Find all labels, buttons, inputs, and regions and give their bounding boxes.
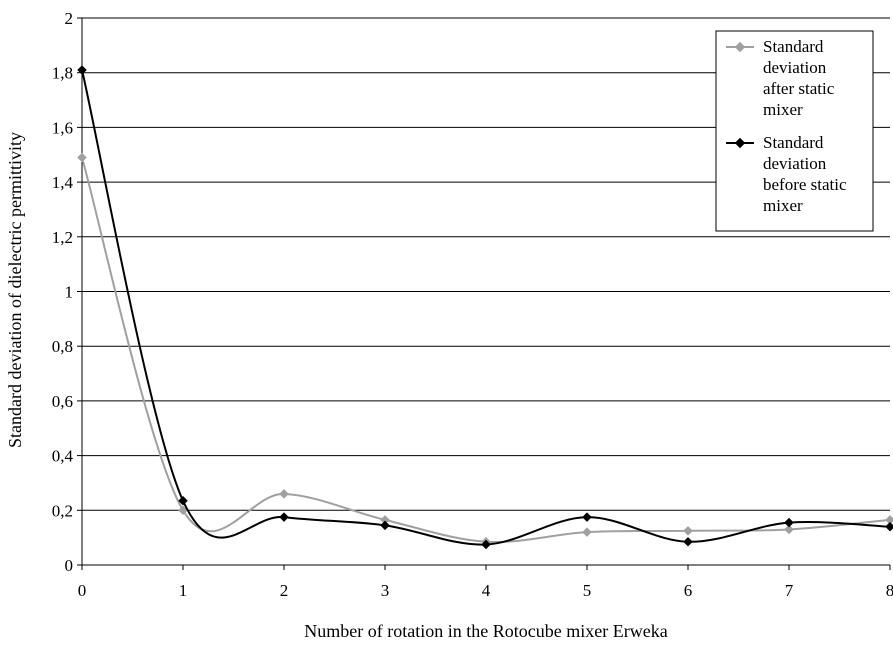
x-tick-label: 5	[583, 581, 592, 600]
data-point	[785, 518, 794, 527]
y-tick-label: 2	[65, 9, 74, 28]
x-tick-label: 3	[381, 581, 390, 600]
legend-label: after static	[763, 79, 835, 98]
legend-label: Standard	[763, 133, 824, 152]
y-tick-label: 1,4	[52, 173, 74, 192]
y-tick-label: 1	[65, 283, 74, 302]
x-tick-label: 2	[280, 581, 289, 600]
data-point	[78, 153, 87, 162]
x-tick-label: 8	[886, 581, 893, 600]
data-point	[684, 537, 693, 546]
legend: Standard deviation after static mixer Standa…	[716, 31, 873, 231]
x-axis-title: Number of rotation in the Rotocube mixer…	[304, 621, 667, 641]
data-point	[280, 489, 289, 498]
y-tick-label: 0,2	[52, 501, 73, 520]
y-tick-label: 1,8	[52, 64, 73, 83]
data-point	[381, 521, 390, 530]
y-tick-label: 1,6	[52, 118, 73, 137]
y-tick-label: 0	[65, 556, 74, 575]
data-point	[583, 528, 592, 537]
data-point	[684, 526, 693, 535]
data-point	[583, 513, 592, 522]
legend-label: deviation	[763, 58, 827, 77]
legend-label: mixer	[763, 100, 803, 119]
y-axis-title: Standard deviation of dielectric permitt…	[5, 132, 25, 448]
y-tick-label: 0,4	[52, 447, 74, 466]
x-tick-label: 0	[78, 581, 87, 600]
x-tick-label: 4	[482, 581, 491, 600]
legend-label: mixer	[763, 196, 803, 215]
legend-label: Standard	[763, 37, 824, 56]
data-point	[886, 522, 893, 531]
x-tick-label: 6	[684, 581, 693, 600]
y-tick-label: 0,8	[52, 337, 73, 356]
x-tick-label: 7	[785, 581, 794, 600]
data-point	[280, 513, 289, 522]
x-tick-label: 1	[179, 581, 188, 600]
y-tick-label: 1,2	[52, 228, 73, 247]
legend-label: before static	[763, 175, 847, 194]
y-tick-label: 0,6	[52, 392, 73, 411]
legend-label: deviation	[763, 154, 827, 173]
